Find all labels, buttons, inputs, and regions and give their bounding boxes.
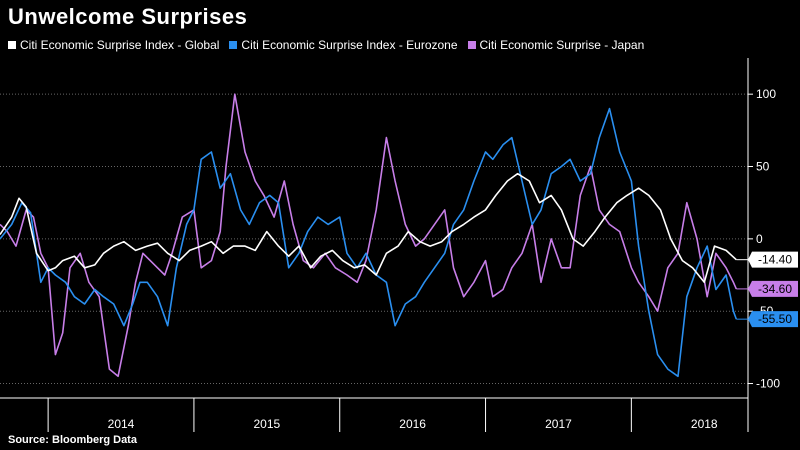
y-tick-label-2: 0 [756, 232, 763, 246]
end-label-bg-1 [748, 311, 798, 328]
legend-label-global: Citi Economic Surprise Index - Global [20, 38, 220, 52]
chart-title: Unwelcome Surprises [8, 4, 248, 29]
legend: Citi Economic Surprise Index - Global Ci… [8, 38, 644, 52]
y-tick-label-4: -100 [756, 377, 780, 391]
x-tick-label-4: 2018 [691, 417, 718, 431]
legend-item-eurozone[interactable]: Citi Economic Surprise Index - Eurozone [229, 38, 458, 52]
legend-label-eurozone: Citi Economic Surprise Index - Eurozone [241, 38, 458, 52]
end-label-0: -14.40 [736, 251, 798, 268]
legend-label-japan: Citi Economic Surprise - Japan [479, 38, 645, 52]
x-tick-label-0: 2014 [108, 417, 135, 431]
end-label-text-0: -14.40 [758, 253, 792, 267]
x-tick-label-2: 2016 [399, 417, 426, 431]
x-tick-label-1: 2015 [253, 417, 280, 431]
legend-swatch-global [8, 41, 16, 49]
end-label-bg-2 [748, 280, 798, 297]
end-label-text-1: -55.50 [758, 312, 792, 326]
series-line-1 [0, 107, 738, 378]
end-label-2: -34.60 [736, 280, 798, 297]
end-label-bg-0 [748, 251, 798, 268]
x-tick-label-3: 2017 [545, 417, 572, 431]
series-line-0 [0, 172, 737, 284]
end-label-text-2: -34.60 [758, 282, 792, 296]
y-tick-label-1: 50 [756, 160, 770, 174]
source-note: Source: Bloomberg Data [8, 434, 137, 446]
legend-swatch-japan [467, 41, 476, 49]
y-tick-label-0: 100 [756, 87, 776, 101]
legend-item-japan[interactable]: Citi Economic Surprise - Japan [467, 38, 645, 52]
legend-item-global[interactable]: Citi Economic Surprise Index - Global [8, 38, 219, 52]
legend-swatch-eurozone [229, 41, 238, 49]
series-line-2 [0, 93, 738, 378]
end-label-1: -55.50 [736, 311, 798, 328]
